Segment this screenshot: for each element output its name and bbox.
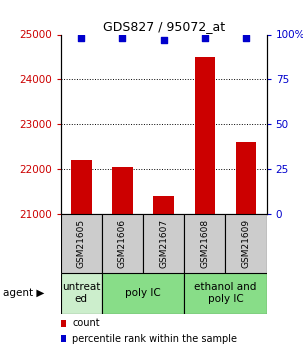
Bar — [102, 214, 143, 273]
Text: GSM21605: GSM21605 — [77, 219, 86, 268]
Point — [120, 35, 125, 41]
Text: untreat
ed: untreat ed — [62, 283, 100, 304]
Bar — [225, 214, 267, 273]
Point — [244, 35, 248, 41]
Text: GSM21608: GSM21608 — [200, 219, 209, 268]
Title: GDS827 / 95072_at: GDS827 / 95072_at — [102, 20, 225, 33]
Point — [161, 37, 166, 43]
Point — [79, 35, 84, 41]
Bar — [61, 214, 102, 273]
Text: GSM21607: GSM21607 — [159, 219, 168, 268]
Bar — [184, 273, 267, 314]
Bar — [112, 167, 133, 214]
Bar — [236, 142, 256, 214]
Bar — [71, 160, 92, 214]
Text: agent ▶: agent ▶ — [3, 288, 45, 298]
Text: ethanol and
poly IC: ethanol and poly IC — [194, 283, 257, 304]
Text: percentile rank within the sample: percentile rank within the sample — [72, 334, 237, 344]
Bar — [153, 196, 174, 214]
Bar — [143, 214, 184, 273]
Text: count: count — [72, 318, 100, 328]
Bar — [195, 57, 215, 214]
Text: GSM21606: GSM21606 — [118, 219, 127, 268]
Text: poly IC: poly IC — [125, 288, 161, 298]
Bar — [184, 214, 225, 273]
Text: GSM21609: GSM21609 — [241, 219, 251, 268]
Bar — [61, 273, 102, 314]
Bar — [102, 273, 184, 314]
Point — [202, 35, 207, 41]
